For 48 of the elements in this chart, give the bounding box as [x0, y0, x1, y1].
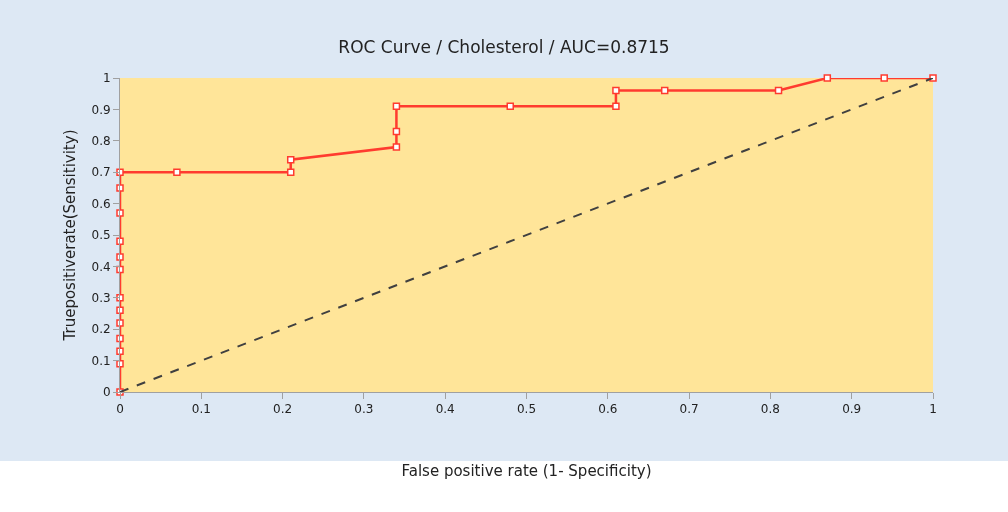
x-tick-label: 0.1	[191, 402, 211, 417]
point	[823, 74, 832, 82]
point	[116, 184, 124, 192]
point	[286, 168, 295, 176]
point	[116, 168, 124, 176]
x-axis-title: False positive rate (1- Specificity)	[401, 462, 652, 481]
x-tick-label: 0.2	[273, 402, 293, 417]
y-tick-label: 0.6	[91, 196, 111, 211]
point	[116, 237, 124, 246]
chart-title: ROC Curve / Cholesterol / AUC=0.8715	[338, 36, 670, 57]
y-tick-label: 0.7	[91, 165, 111, 180]
x-tick-label: 0.9	[842, 402, 862, 417]
y-axis-title: Truepositiverate(Sensitivity)	[60, 129, 79, 342]
point	[116, 253, 124, 261]
y-tick-label: 0.1	[91, 353, 111, 368]
x-tick-label: 0.8	[760, 402, 780, 417]
point	[116, 209, 124, 217]
point	[286, 155, 295, 164]
x-tick-label: 0	[116, 402, 124, 417]
y-tick-label: 0	[102, 385, 111, 400]
point	[774, 86, 783, 95]
point	[116, 306, 124, 315]
y-tick-label: 0.9	[91, 102, 111, 117]
point	[612, 86, 620, 95]
point	[660, 86, 669, 95]
point	[116, 347, 124, 355]
point	[116, 294, 124, 302]
y-tick-label: 0.3	[91, 291, 111, 305]
y-tick-label: 0.8	[91, 134, 111, 148]
x-tick-label: 0.6	[598, 402, 618, 417]
x-tick-label: 0.4	[435, 402, 455, 417]
point	[173, 168, 181, 176]
point	[392, 127, 401, 136]
y-tick-label: 0.2	[91, 322, 111, 337]
point	[506, 102, 514, 111]
x-tick-label: 1	[929, 402, 937, 417]
x-tick-label: 0.7	[679, 402, 699, 417]
point	[116, 334, 124, 343]
point	[880, 74, 888, 82]
y-tick-label: 1	[102, 71, 111, 86]
point	[392, 102, 401, 111]
point	[612, 102, 620, 111]
y-tick-label: 0.5	[91, 228, 111, 243]
point	[392, 143, 401, 151]
x-tick-label: 0.5	[516, 402, 537, 417]
x-tick-label: 0.3	[354, 402, 374, 417]
y-tick-label: 0.4	[91, 259, 111, 274]
point	[116, 319, 124, 327]
